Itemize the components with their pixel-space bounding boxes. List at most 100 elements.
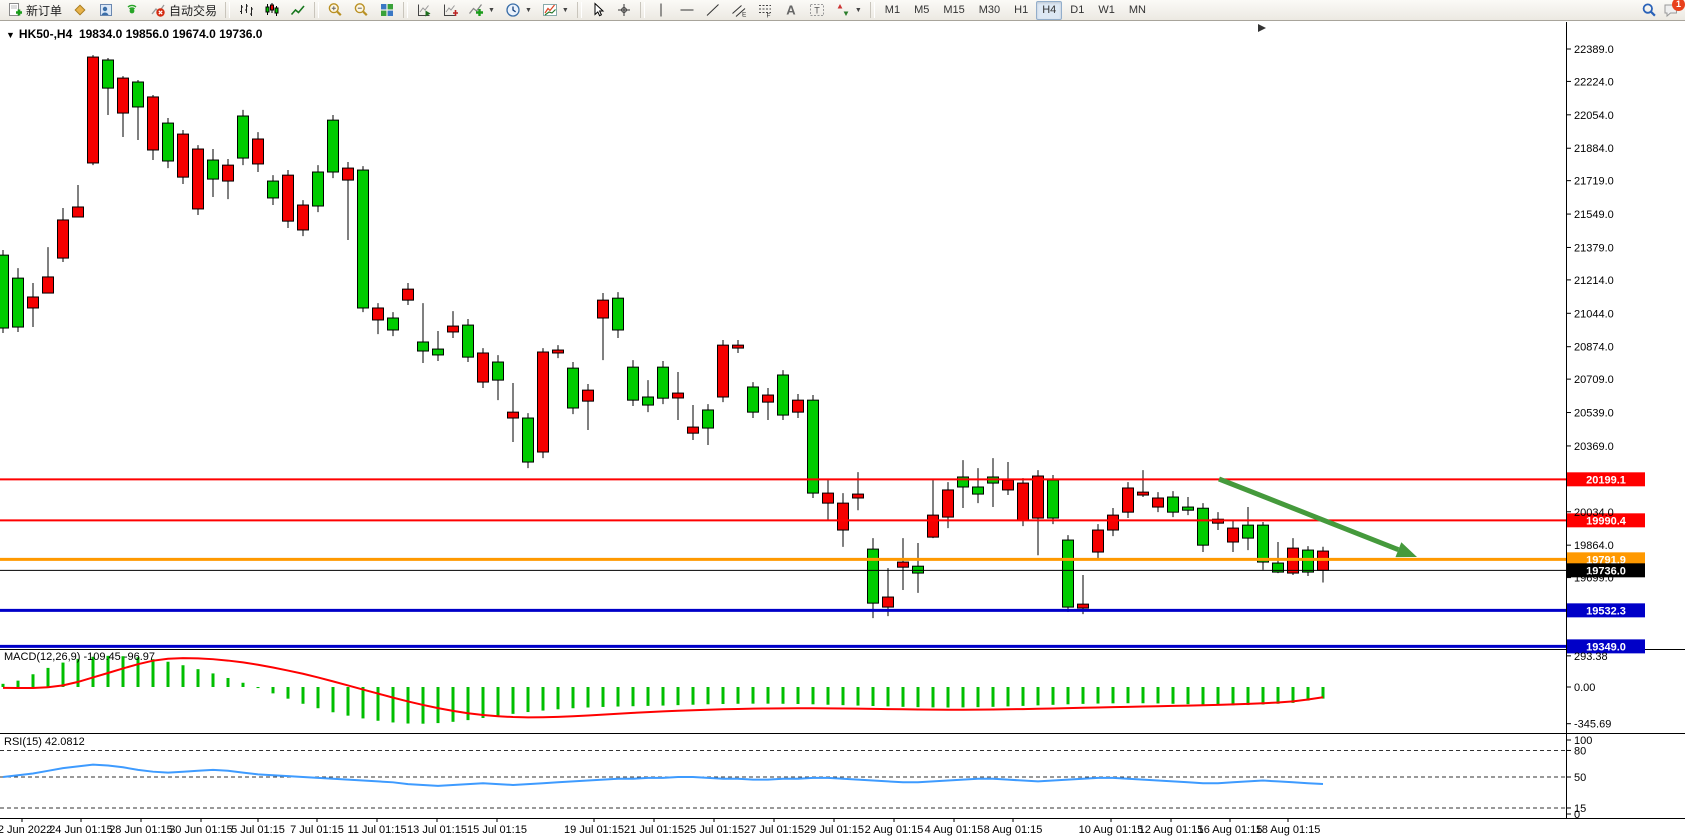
price-axis[interactable] <box>1566 22 1685 818</box>
rsi-indicator-label: RSI(15) 42.0812 <box>4 736 85 748</box>
tf-M5-button[interactable]: M5 <box>914 3 930 16</box>
svg-text:21884.0: 21884.0 <box>1574 143 1614 155</box>
toolbar-separator <box>225 2 231 18</box>
pane-borders <box>0 22 1685 819</box>
collapse-triangle-icon[interactable]: ▼ <box>6 30 15 40</box>
chart-symbol-title: ▼ HK50-,H4 19834.0 19856.0 19674.0 19736.… <box>6 27 262 41</box>
indicators-button[interactable]: ▼ <box>464 0 499 20</box>
toolbar-separator <box>403 2 409 18</box>
crosshair-button[interactable] <box>612 0 636 20</box>
market-watch-button[interactable] <box>68 0 92 20</box>
svg-text:T: T <box>814 6 820 16</box>
svg-text:29 Jul 01:15: 29 Jul 01:15 <box>804 824 864 836</box>
svg-text:20369.0: 20369.0 <box>1574 441 1614 453</box>
label-button[interactable]: T <box>805 0 829 20</box>
svg-text:21214.0: 21214.0 <box>1574 275 1614 287</box>
toolbar-separator <box>576 2 582 18</box>
arrows-button[interactable]: ▼ <box>831 0 866 20</box>
tf-H4-button[interactable]: H4 <box>1036 0 1063 20</box>
symbol-ohlc-values: 19834.0 19856.0 19674.0 19736.0 <box>78 27 263 41</box>
line-chart-button[interactable] <box>286 0 310 20</box>
search-button[interactable] <box>1641 2 1657 18</box>
symbol-name: HK50-,H4 <box>18 27 73 41</box>
templates-button[interactable]: ▼ <box>538 0 573 20</box>
arrows-icon <box>837 4 849 16</box>
rsi-layer <box>0 749 1566 809</box>
svg-text:19 Jul 01:15: 19 Jul 01:15 <box>564 824 624 836</box>
svg-text:19349.0: 19349.0 <box>1586 641 1626 653</box>
trendline-icon <box>706 4 719 16</box>
autotrade-icon <box>151 4 165 17</box>
zoom-out-button[interactable] <box>349 0 373 20</box>
autotrade-button[interactable]: 自动交易 <box>146 0 221 20</box>
time-axis[interactable] <box>0 818 1566 838</box>
svg-text:19699.0: 19699.0 <box>1574 573 1614 585</box>
chart-forward-button[interactable] <box>412 0 436 20</box>
svg-text:19532.3: 19532.3 <box>1586 605 1626 617</box>
chat-button[interactable]: 1 <box>1663 0 1685 18</box>
price-axis-labels: 22389.0 22224.0 22054.0 21884.0 21719.0 21549… <box>1566 44 1614 585</box>
tile-windows-icon <box>381 4 394 16</box>
svg-text:30 Jun 01:15: 30 Jun 01:15 <box>169 824 233 836</box>
svg-text:7 Jul 01:15: 7 Jul 01:15 <box>290 824 344 836</box>
trend-arrow-annotation[interactable] <box>1218 476 1417 558</box>
fibonacci-button[interactable]: F <box>753 0 777 20</box>
toolbar-separator <box>314 2 320 18</box>
svg-text:12 Aug 01:15: 12 Aug 01:15 <box>1139 824 1204 836</box>
svg-text:2 Aug 01:15: 2 Aug 01:15 <box>865 824 924 836</box>
tf-H1-button[interactable]: H1 <box>1014 3 1029 16</box>
periods-button[interactable]: ▼ <box>501 0 536 20</box>
trendline-button[interactable] <box>701 0 725 20</box>
svg-text:16 Aug 01:15: 16 Aug 01:15 <box>1198 824 1263 836</box>
tf-M1-button[interactable]: M1 <box>884 3 901 16</box>
chart-shift-marker[interactable] <box>1258 24 1266 32</box>
hline-button[interactable] <box>675 0 699 20</box>
text-icon: A <box>786 3 796 18</box>
candles-chart-button[interactable] <box>260 0 284 20</box>
svg-text:18 Aug 01:15: 18 Aug 01:15 <box>1256 824 1321 836</box>
text-button[interactable]: A <box>779 0 803 20</box>
svg-text:19864.0: 19864.0 <box>1574 540 1614 552</box>
chevron-down-icon: ▼ <box>524 6 532 14</box>
toolbar-separator <box>869 2 875 18</box>
svg-text:E: E <box>742 12 747 19</box>
chart-step-button[interactable] <box>438 0 462 20</box>
svg-text:21 Jul 01:15: 21 Jul 01:15 <box>624 824 684 836</box>
tf-M30-button[interactable]: M30 <box>978 3 1001 16</box>
tf-M15-button[interactable]: M15 <box>943 3 965 16</box>
tile-windows-button[interactable] <box>375 0 399 20</box>
svg-text:11 Jul 01:15: 11 Jul 01:15 <box>347 824 406 836</box>
templates-icon <box>542 4 557 16</box>
level-lines-layer[interactable]: 20199.119990.419791.919736.019532.319349… <box>0 472 1645 654</box>
svg-text:25 Jul 01:15: 25 Jul 01:15 <box>684 824 744 836</box>
svg-text:20709.0: 20709.0 <box>1574 374 1614 386</box>
svg-text:20034.0: 20034.0 <box>1574 507 1614 519</box>
chevron-down-icon: ▼ <box>488 6 495 14</box>
bars-chart-button[interactable] <box>234 0 258 20</box>
crosshair-icon <box>617 4 630 16</box>
line-chart-icon <box>290 5 305 16</box>
data-window-icon <box>100 4 113 16</box>
vline-button[interactable] <box>649 0 673 20</box>
new-order-button[interactable]: 新订单 <box>3 0 66 20</box>
cursor-button[interactable] <box>586 0 610 20</box>
label-icon: T <box>809 4 824 16</box>
tf-D1-button[interactable]: D1 <box>1070 3 1085 16</box>
svg-text:4 Aug 01:15: 4 Aug 01:15 <box>925 824 984 836</box>
svg-text:24 Jun 01:15: 24 Jun 01:15 <box>49 824 113 836</box>
svg-text:293.38: 293.38 <box>1574 651 1608 663</box>
data-window-button[interactable] <box>94 0 118 20</box>
zoom-in-button[interactable] <box>323 0 347 20</box>
signals-button[interactable] <box>120 0 144 20</box>
svg-text:21044.0: 21044.0 <box>1574 308 1614 320</box>
zoom-out-icon <box>354 3 368 16</box>
tf-MN-button[interactable]: MN <box>1128 3 1146 16</box>
tf-W1-button[interactable]: W1 <box>1098 3 1115 16</box>
svg-text:5 Jul 01:15: 5 Jul 01:15 <box>231 824 285 836</box>
channel-icon: E <box>732 5 747 19</box>
svg-text:8 Aug 01:15: 8 Aug 01:15 <box>984 824 1043 836</box>
channel-button[interactable]: E <box>727 0 751 20</box>
